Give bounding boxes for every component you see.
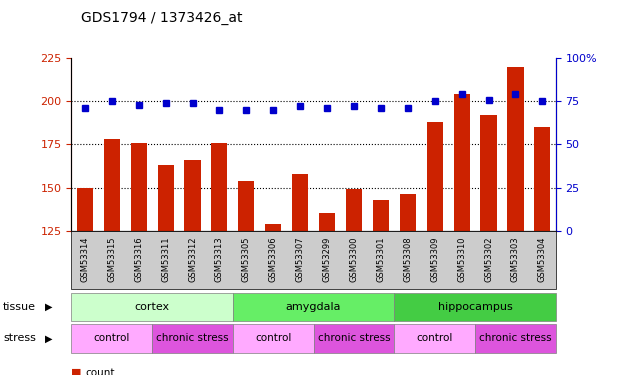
Bar bbox=[184, 160, 201, 231]
Bar bbox=[507, 67, 524, 231]
Bar bbox=[481, 115, 497, 231]
Bar bbox=[373, 200, 389, 231]
Text: chronic stress: chronic stress bbox=[156, 333, 229, 344]
Bar bbox=[346, 189, 362, 231]
Text: GSM53299: GSM53299 bbox=[322, 237, 332, 282]
Text: GSM53312: GSM53312 bbox=[188, 237, 197, 282]
Bar bbox=[211, 142, 227, 231]
Text: GSM53316: GSM53316 bbox=[134, 237, 143, 282]
Bar bbox=[265, 224, 281, 231]
Bar bbox=[130, 142, 147, 231]
Bar bbox=[158, 165, 174, 231]
Text: GSM53303: GSM53303 bbox=[511, 237, 520, 282]
Text: GSM53302: GSM53302 bbox=[484, 237, 493, 282]
Text: hippocampus: hippocampus bbox=[438, 302, 512, 312]
Text: control: control bbox=[94, 333, 130, 344]
Text: GSM53308: GSM53308 bbox=[403, 237, 412, 282]
Text: GSM53304: GSM53304 bbox=[538, 237, 547, 282]
Text: GSM53300: GSM53300 bbox=[350, 237, 358, 282]
Text: GSM53314: GSM53314 bbox=[80, 237, 89, 282]
Bar bbox=[77, 188, 93, 231]
Text: GSM53305: GSM53305 bbox=[242, 237, 251, 282]
Text: control: control bbox=[255, 333, 291, 344]
Text: count: count bbox=[85, 368, 115, 375]
Text: GSM53313: GSM53313 bbox=[215, 237, 224, 282]
Text: GSM53309: GSM53309 bbox=[430, 237, 439, 282]
Text: GDS1794 / 1373426_at: GDS1794 / 1373426_at bbox=[81, 11, 242, 25]
Text: stress: stress bbox=[3, 333, 36, 344]
Text: chronic stress: chronic stress bbox=[318, 333, 390, 344]
Bar bbox=[534, 127, 550, 231]
Bar bbox=[238, 181, 255, 231]
Text: cortex: cortex bbox=[135, 302, 170, 312]
Bar bbox=[319, 213, 335, 231]
Text: GSM53306: GSM53306 bbox=[269, 237, 278, 282]
Text: ▶: ▶ bbox=[45, 302, 52, 312]
Bar bbox=[427, 122, 443, 231]
Text: tissue: tissue bbox=[3, 302, 36, 312]
Text: ▶: ▶ bbox=[45, 333, 52, 344]
Bar bbox=[453, 94, 469, 231]
Text: amygdala: amygdala bbox=[286, 302, 342, 312]
Text: GSM53311: GSM53311 bbox=[161, 237, 170, 282]
Bar bbox=[104, 139, 120, 231]
Text: GSM53301: GSM53301 bbox=[376, 237, 386, 282]
Bar bbox=[400, 194, 416, 231]
Text: chronic stress: chronic stress bbox=[479, 333, 551, 344]
Text: GSM53307: GSM53307 bbox=[296, 237, 305, 282]
Text: ■: ■ bbox=[71, 368, 82, 375]
Text: GSM53315: GSM53315 bbox=[107, 237, 116, 282]
Text: control: control bbox=[417, 333, 453, 344]
Text: GSM53310: GSM53310 bbox=[457, 237, 466, 282]
Bar bbox=[292, 174, 308, 231]
